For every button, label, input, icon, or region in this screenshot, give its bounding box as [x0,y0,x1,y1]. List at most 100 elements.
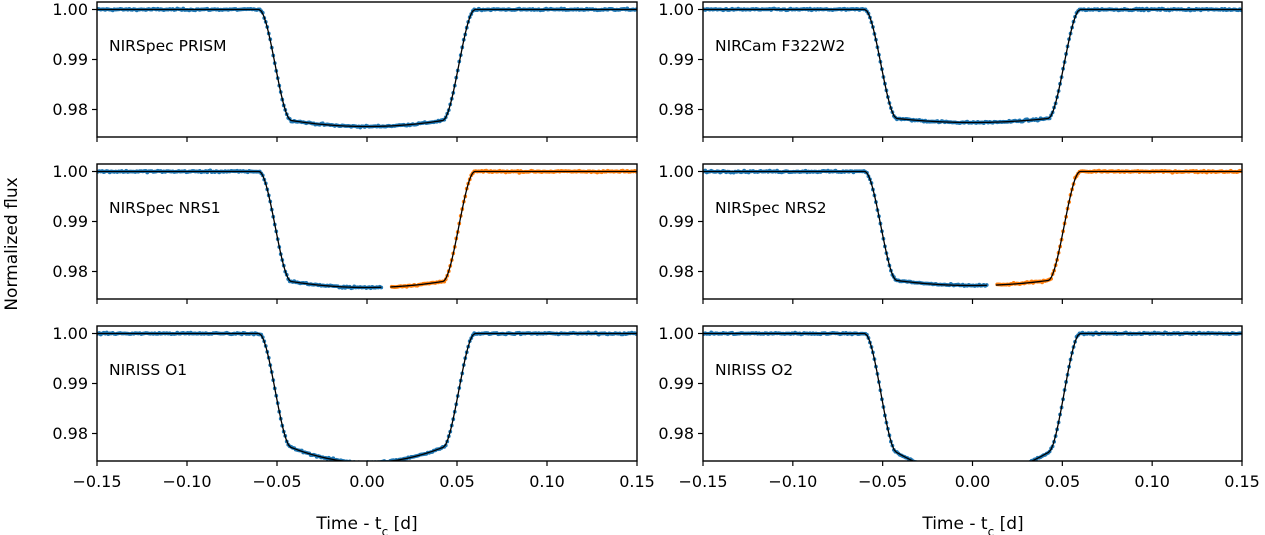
y-tick-label: 0.98 [658,424,694,443]
axes-frame [96,325,638,462]
data-point [1009,467,1013,471]
data-points [703,6,1242,126]
x-tick-label: 0.05 [1045,472,1081,491]
y-axis-label: Normalized flux [2,177,22,310]
x-tick-label: −0.05 [252,472,301,491]
data-point [995,471,999,475]
y-tick-label: 0.99 [658,374,694,393]
data-point [1013,465,1017,469]
data-point [950,472,954,476]
data-point [944,471,948,475]
y-tick-label: 0.99 [52,50,88,69]
data-point [1012,467,1016,471]
data-point [1004,468,1008,472]
panel-label: NIRCam F322W2 [715,37,845,55]
data-points [97,168,637,291]
data-point [998,470,1002,474]
data-point [926,466,930,470]
panel: 0.98 0.99 1.00 −0.15 −0.10 −0.05 0.00 0.05 0.10 0… [52,324,654,491]
data-point [932,468,936,472]
data-point [991,472,995,476]
axes-frame [702,325,1243,462]
y-tick-label: 1.00 [658,162,694,181]
y-tick-label: 0.99 [658,212,694,231]
panel: 0.98 0.99 1.00 NIRSpec NRS1 [52,162,638,304]
data-point [929,466,933,470]
y-tick-label: 1.00 [658,0,694,19]
y-tick-label: 0.98 [658,100,694,119]
model-curve [703,170,987,287]
data-point [1010,467,1014,471]
axes-frame [96,1,638,138]
data-points [703,330,1242,476]
data-point [1022,462,1026,466]
y-tick-label: 0.99 [52,374,88,393]
data-point [992,471,996,475]
x-tick-label: 0.15 [1224,472,1260,491]
model-curve [390,170,637,288]
model-curve [97,170,382,289]
x-tick-label: −0.15 [72,472,121,491]
data-point [1006,469,1010,473]
data-point [943,470,947,474]
data-point [1015,466,1019,470]
y-tick-label: 0.98 [658,262,694,281]
panel: 0.98 0.99 1.00 NIRSpec NRS2 [658,162,1243,304]
x-tick-label: 0.15 [619,472,655,491]
data-point [1019,463,1023,467]
panel-label: NIRSpec PRISM [109,37,227,55]
y-tick-label: 0.98 [52,262,88,281]
data-point [922,464,926,468]
data-point [997,471,1001,475]
model-curve [703,332,1242,461]
x-axis-label-left: Time - tc [d] [315,514,417,535]
x-tick-label: −0.10 [162,472,211,491]
data-point [947,471,951,475]
data-point [1007,468,1011,472]
data-point [923,464,927,468]
y-tick-label: 0.99 [658,50,694,69]
x-tick-label: 0.05 [439,472,475,491]
data-point [1021,463,1025,467]
data-point [931,467,935,471]
data-point [994,471,998,475]
data-point [928,466,932,470]
data-point [1018,464,1022,468]
data-point [934,468,938,472]
data-points [97,6,637,130]
y-tick-label: 0.98 [52,100,88,119]
y-tick-label: 1.00 [52,162,88,181]
data-point [1003,469,1007,473]
data-point [1000,470,1004,474]
x-tick-label: 0.10 [529,472,565,491]
data-point [1025,461,1029,465]
x-tick-label: −0.10 [768,472,817,491]
panel: 0.98 0.99 1.00 NIRSpec PRISM [52,0,638,142]
panel: 0.98 0.99 1.00 NIRCam F322W2 [658,0,1243,142]
x-axis-label-right: Time - tc [d] [921,514,1023,535]
x-tick-label: −0.15 [678,472,727,491]
data-point [937,468,941,472]
panel-label: NIRISS O2 [715,361,793,379]
data-point [920,463,924,467]
y-tick-label: 1.00 [52,324,88,343]
panel: 0.98 0.99 1.00 −0.15 −0.10 −0.05 0.00 0.05 0.10 0… [658,324,1259,491]
x-tick-label: 0.00 [955,472,991,491]
data-point [935,469,939,473]
data-point [1024,462,1028,466]
data-point [1001,469,1005,473]
y-tick-label: 0.98 [52,424,88,443]
data-point [941,470,945,474]
data-point [940,470,944,474]
data-point [946,470,950,474]
axes-frame [702,163,1243,300]
model-curve [97,332,637,461]
model-curve [995,170,1242,286]
panel-label: NIRSpec NRS1 [109,199,221,217]
data-point [925,465,929,469]
data-point [1016,465,1020,469]
data-points [703,168,1242,288]
model-curve [703,8,1242,124]
axes-frame [96,163,638,300]
